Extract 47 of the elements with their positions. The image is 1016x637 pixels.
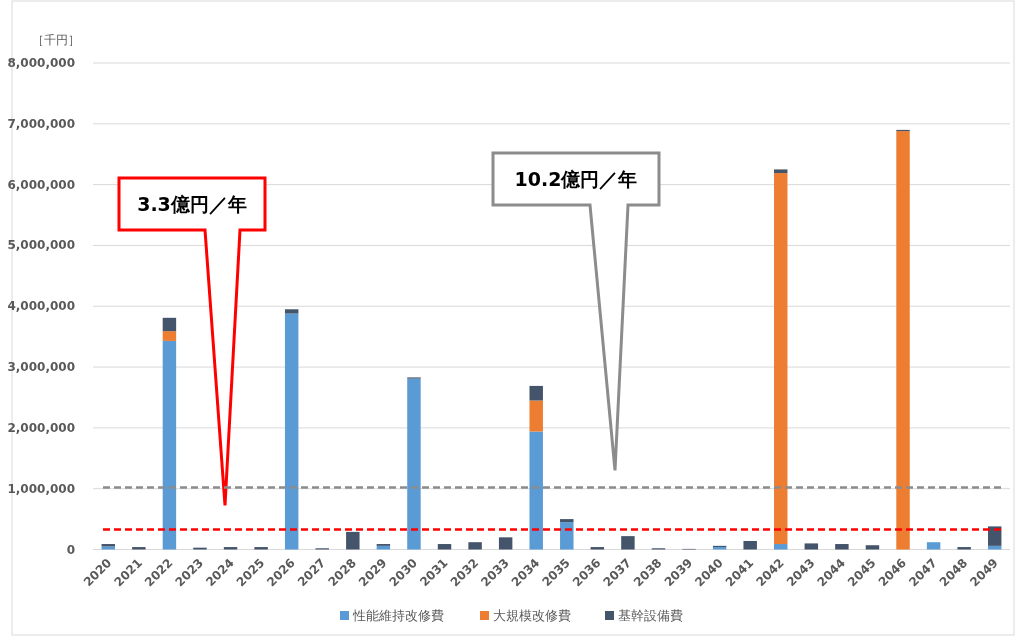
bar — [560, 519, 574, 523]
bar — [804, 543, 819, 550]
legend-label: 大規模改修費 — [493, 608, 571, 623]
bar — [529, 400, 543, 432]
bar — [223, 547, 238, 550]
bar — [590, 547, 605, 550]
bar — [529, 385, 543, 401]
y-tick-label: 2,000,000 — [7, 420, 75, 435]
y-tick-label: 3,000,000 — [7, 360, 75, 375]
bar — [896, 131, 910, 550]
y-axis-title: ［千円］ — [32, 33, 80, 47]
bar — [835, 544, 849, 550]
y-tick-label: 0 — [66, 542, 75, 557]
bar — [162, 340, 177, 550]
bar — [774, 169, 788, 174]
bar — [987, 545, 1002, 550]
bar — [437, 544, 452, 550]
bar — [774, 173, 788, 545]
bar — [926, 542, 941, 550]
legend-label: 性能維持改修費 — [352, 608, 444, 623]
bar — [621, 536, 635, 550]
y-tick-label: 7,000,000 — [7, 116, 75, 131]
bar — [284, 309, 299, 314]
bar — [376, 545, 391, 550]
bar — [774, 544, 788, 550]
bar — [529, 431, 543, 550]
y-tick-label: 1,000,000 — [7, 481, 75, 496]
y-tick-label: 6,000,000 — [7, 177, 75, 192]
bar — [498, 537, 513, 550]
bar — [162, 331, 177, 341]
bar — [407, 378, 421, 550]
legend-label: 基幹設備費 — [618, 608, 683, 623]
bar — [284, 313, 299, 550]
bar — [743, 540, 757, 550]
bar — [560, 522, 574, 550]
bar — [132, 547, 146, 550]
bar — [346, 531, 360, 550]
bar — [468, 542, 482, 550]
bar — [957, 547, 971, 550]
y-tick-label: 4,000,000 — [7, 299, 75, 314]
bar — [162, 317, 177, 332]
bar — [865, 545, 880, 550]
annotation: 3.3億円／年 — [137, 193, 247, 215]
annotation: 10.2億円／年 — [514, 168, 638, 190]
y-tick-label: 5,000,000 — [7, 238, 75, 253]
bar — [254, 547, 268, 550]
y-tick-label: 8,000,000 — [7, 56, 75, 70]
